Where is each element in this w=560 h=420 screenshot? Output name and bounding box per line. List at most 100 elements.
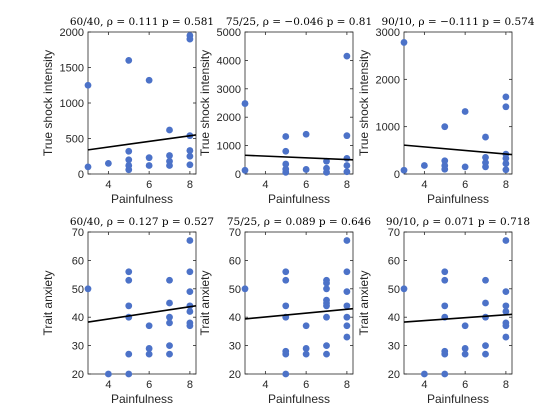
y-axis-label: Trait anxiety	[357, 271, 371, 336]
data-point	[125, 302, 133, 310]
data-point	[343, 162, 351, 169]
data-point	[241, 166, 249, 174]
data-point	[282, 350, 290, 358]
data-point	[145, 350, 153, 358]
y-tick-label: 60	[388, 255, 400, 267]
x-tick-label: 4	[421, 379, 427, 391]
data-point	[186, 237, 194, 244]
data-point	[282, 168, 290, 176]
data-point	[125, 147, 133, 155]
regression-line	[244, 154, 354, 161]
data-point	[343, 302, 351, 310]
x-tick-label: 6	[146, 379, 152, 391]
x-tick-label: 8	[344, 179, 350, 191]
data-point	[166, 126, 173, 134]
data-point	[441, 268, 449, 276]
data-point	[125, 276, 133, 284]
data-point	[343, 313, 351, 321]
data-point	[323, 350, 330, 358]
data-point	[343, 154, 351, 162]
data-point	[166, 313, 173, 321]
data-point	[282, 370, 290, 378]
data-point	[323, 285, 330, 293]
panel-title: 90/10, ρ = −0.111 p = 0.574	[381, 16, 534, 28]
data-point	[282, 147, 290, 155]
y-tick-label: 1000	[60, 98, 84, 110]
data-point	[323, 342, 330, 349]
x-tick-label: 8	[187, 379, 193, 391]
data-point	[400, 39, 408, 46]
data-point	[441, 276, 449, 284]
x-tick-label: 4	[262, 179, 268, 191]
y-axis-label: True shock intensity	[357, 50, 371, 156]
data-point	[145, 345, 153, 352]
y-tick-label: 30	[388, 341, 400, 353]
scatter-panel-1: 60/40, ρ = 0.111 p = 0.581 4 6 8 0 500 1000 150…	[41, 16, 214, 206]
data-point	[502, 160, 510, 167]
plot-area	[403, 31, 513, 175]
data-point	[502, 333, 510, 341]
x-tick-label: 4	[105, 179, 111, 191]
data-point	[343, 333, 351, 341]
y-tick-label: 0	[78, 169, 84, 181]
data-point	[482, 154, 489, 161]
data-point	[502, 166, 510, 174]
data-point	[145, 162, 153, 169]
regression-line	[87, 134, 197, 151]
data-point	[323, 168, 330, 176]
data-point	[502, 288, 510, 296]
plot-area	[403, 231, 513, 375]
data-point	[166, 152, 173, 159]
x-tick-label: 8	[503, 179, 509, 191]
data-point	[84, 285, 92, 293]
scatter-panel-6: 90/10, ρ = 0.071 p = 0.718 4 6 8 20 30 40 50 60 7…	[357, 216, 530, 406]
data-point	[104, 159, 112, 167]
data-point	[145, 322, 153, 330]
data-point	[186, 288, 194, 296]
data-point	[400, 285, 408, 293]
y-tick-label: 30	[72, 341, 84, 353]
x-tick-label: 8	[187, 179, 193, 191]
data-point	[343, 132, 351, 140]
data-point	[482, 350, 489, 358]
data-point	[282, 160, 290, 168]
y-tick-label: 40	[229, 312, 241, 324]
data-point	[282, 133, 290, 140]
x-tick-label: 6	[462, 379, 468, 391]
data-point	[125, 57, 133, 64]
data-point	[125, 268, 133, 276]
panel-title: 75/25, ρ = −0.046 p = 0.81	[226, 16, 372, 28]
data-point	[461, 163, 469, 171]
data-point	[482, 342, 489, 349]
data-point	[502, 322, 510, 330]
y-tick-label: 3000	[376, 27, 400, 39]
y-tick-label: 20	[229, 369, 241, 381]
data-point	[323, 279, 330, 287]
data-point	[104, 370, 112, 378]
panel-title: 60/40, ρ = 0.111 p = 0.581	[70, 16, 214, 28]
scatter-panel-4: 60/40, ρ = 0.127 p = 0.527 4 6 8 20 30 40 50 60 7…	[41, 216, 214, 406]
data-point	[343, 168, 351, 176]
data-point	[323, 313, 330, 321]
y-axis-label: Trait anxiety	[41, 271, 55, 336]
x-tick-label: 6	[146, 179, 152, 191]
data-point	[166, 276, 173, 284]
data-point	[241, 100, 249, 107]
y-tick-label: 0	[394, 169, 400, 181]
data-point	[125, 166, 133, 174]
data-point	[502, 93, 510, 101]
data-point	[502, 302, 510, 310]
y-tick-label: 5000	[217, 27, 241, 39]
data-point	[461, 322, 469, 330]
data-point	[302, 166, 310, 173]
y-axis-label: Trait anxiety	[198, 271, 212, 336]
data-point	[166, 319, 173, 327]
y-tick-label: 4000	[217, 55, 241, 67]
data-point	[461, 345, 469, 352]
plot-area	[87, 231, 197, 375]
data-point	[482, 133, 489, 141]
data-point	[343, 288, 351, 296]
data-point	[343, 237, 351, 244]
data-point	[343, 52, 351, 60]
